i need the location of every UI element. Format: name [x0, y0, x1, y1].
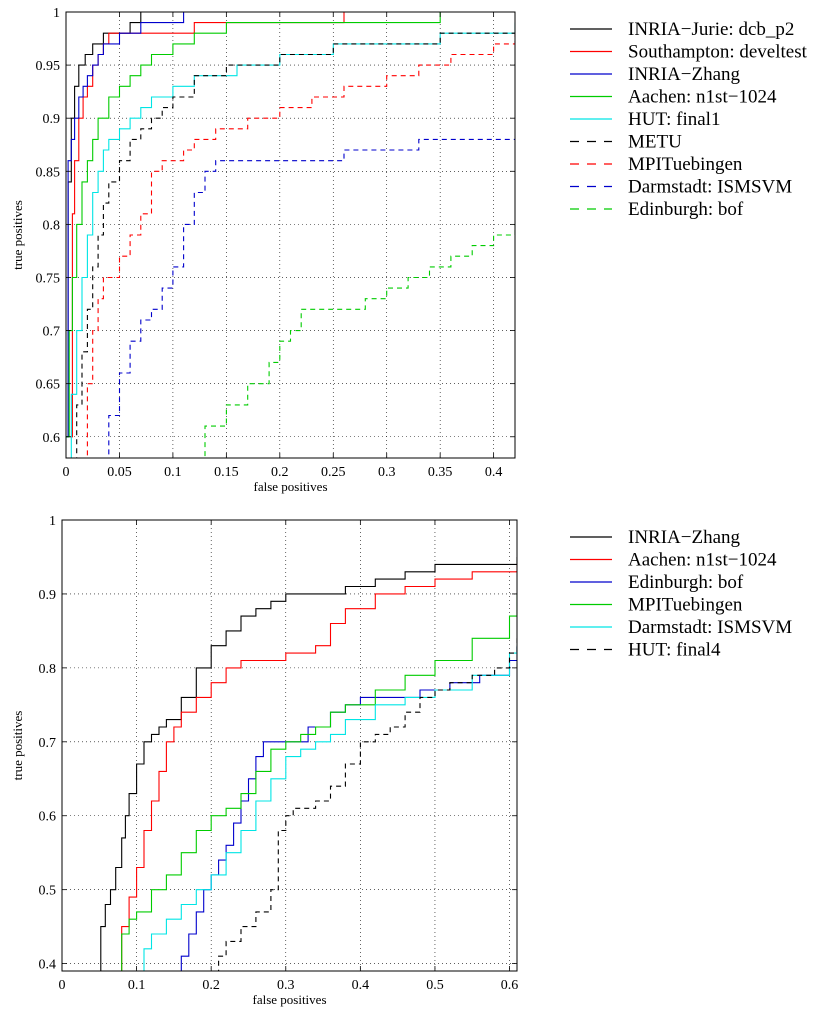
series-line: [136, 645, 517, 971]
y-tick-label: 0.7: [43, 325, 61, 340]
y-tick-label: 0.7: [39, 736, 57, 751]
x-axis-label: false positives: [252, 992, 326, 1007]
legend-label: INRIA−Jurie: dcb_p2: [628, 19, 794, 40]
plot-frame: [65, 11, 516, 459]
legend-label: Darmstadt: ISMSVM: [628, 617, 792, 638]
y-tick-label: 1: [53, 6, 60, 21]
y-tick-label: 0.9: [39, 588, 57, 603]
y-tick-label: 0.5: [39, 884, 57, 899]
legend-label: Edinburgh: bof: [628, 572, 744, 593]
legend-label: INRIA−Zhang: [628, 64, 741, 85]
y-tick-label: 0.8: [39, 662, 57, 677]
series-line: [66, 22, 515, 458]
grid: [62, 520, 517, 971]
y-tick-label: 0.9: [43, 112, 61, 127]
x-tick-label: 0.05: [107, 465, 132, 480]
legend-label: Aachen: n1st−1024: [628, 87, 777, 108]
legend-label: Aachen: n1st−1024: [628, 550, 777, 571]
x-tick-label: 0.3: [277, 978, 295, 993]
y-tick-label: 1: [49, 514, 56, 529]
legend-label: Edinburgh: bof: [628, 199, 744, 220]
x-tick-label: 0.2: [271, 465, 289, 480]
legend-label: MPITuebingen: [628, 595, 743, 616]
x-tick-label: 0: [59, 978, 66, 993]
grid: [66, 12, 515, 458]
y-tick-label: 0.4: [39, 958, 57, 973]
series-line: [214, 638, 517, 971]
series-line: [188, 224, 515, 458]
series-line: [115, 564, 517, 971]
series-group: [66, 12, 515, 458]
x-tick-label: 0.5: [426, 978, 444, 993]
legend-label: HUT: final1: [628, 109, 720, 130]
series-line: [72, 32, 515, 458]
x-tick-label: 0.1: [164, 465, 182, 480]
legend-label: HUT: final4: [628, 640, 721, 661]
legend-label: METU: [628, 132, 682, 153]
x-tick-label: 0.1: [128, 978, 146, 993]
x-tick-label: 0.4: [485, 465, 503, 480]
plot-frame: [61, 519, 518, 972]
series-line: [97, 557, 517, 971]
x-tick-label: 0.25: [321, 465, 346, 480]
y-tick-label: 0.8: [43, 218, 61, 233]
y-tick-label: 0.6: [39, 810, 57, 825]
y-axis-label: true positives: [10, 711, 25, 781]
chart-bottom: 0 0.1 0.2 0.3 0.4 0.5 0.6 0.4 0.5 0.6 0.7 0.8 0.9 1 fa…: [10, 514, 792, 1007]
series-line: [103, 138, 515, 458]
y-tick-label: 0.75: [36, 271, 61, 286]
legend-label: Darmstadt: ISMSVM: [628, 177, 792, 198]
series-line: [66, 12, 515, 438]
series-group: [97, 557, 517, 971]
series-line: [81, 33, 515, 458]
legend-label: Southampton: develtest: [628, 42, 808, 63]
series-line: [66, 12, 515, 438]
x-tick-label: 0.15: [214, 465, 239, 480]
chart-top: 0 0.05 0.1 0.15 0.2 0.25 0.3 0.35 0.4 0.6 0.65 0.7 0…: [10, 6, 808, 494]
x-tick-label: 0: [63, 465, 70, 480]
series-line: [66, 12, 515, 438]
y-tick-label: 0.95: [36, 59, 61, 74]
legend-label: INRIA−Zhang: [628, 527, 741, 548]
x-tick-label: 0.6: [501, 978, 519, 993]
series-line: [117, 593, 517, 971]
y-axis-label: true positives: [10, 200, 25, 270]
x-tick-label: 0.3: [378, 465, 396, 480]
y-tick-label: 0.65: [36, 378, 61, 393]
legend-label: MPITuebingen: [628, 154, 743, 175]
y-tick-label: 0.85: [36, 165, 61, 180]
x-tick-label: 0.4: [352, 978, 370, 993]
x-tick-label: 0.2: [202, 978, 220, 993]
y-tick-label: 0.6: [43, 431, 61, 446]
x-tick-label: 0.35: [428, 465, 453, 480]
x-axis-label: false positives: [253, 479, 327, 494]
